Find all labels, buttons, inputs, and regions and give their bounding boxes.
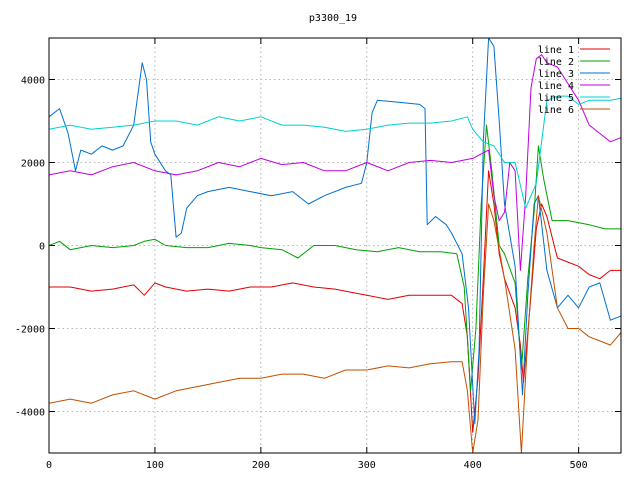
grid-lines bbox=[49, 38, 621, 453]
y-tick-label: -4000 bbox=[15, 408, 45, 419]
series-line-5 bbox=[49, 95, 621, 209]
series-line-4 bbox=[49, 54, 621, 271]
y-tick-label: -2000 bbox=[15, 325, 45, 336]
y-tick-label: 2000 bbox=[21, 159, 45, 170]
legend-label-1: line 1 bbox=[538, 45, 574, 56]
legend-label-2: line 2 bbox=[538, 57, 574, 68]
series-line-6 bbox=[49, 195, 621, 453]
x-tick-label: 500 bbox=[570, 460, 588, 471]
series-lines bbox=[49, 38, 621, 453]
x-tick-label: 400 bbox=[464, 460, 482, 471]
x-tick-label: 200 bbox=[252, 460, 270, 471]
legend-label-4: line 4 bbox=[538, 81, 574, 92]
axis-ticks: 0 100 200 300 400 500 -4000 -2000 0 2000 4000 bbox=[15, 38, 621, 471]
x-tick-label: 0 bbox=[46, 460, 52, 471]
y-tick-label: 0 bbox=[39, 242, 45, 253]
y-tick-label: 4000 bbox=[21, 76, 45, 87]
x-tick-label: 300 bbox=[358, 460, 376, 471]
series-line-3 bbox=[49, 38, 621, 425]
legend-label-3: line 3 bbox=[538, 69, 574, 80]
chart-title: p3300_19 bbox=[309, 13, 357, 24]
plot-frame bbox=[48, 37, 622, 454]
series-line-1 bbox=[49, 170, 621, 433]
legend-label-6: line 6 bbox=[538, 105, 574, 116]
x-tick-label: 100 bbox=[146, 460, 164, 471]
series-line-2 bbox=[49, 124, 621, 392]
legend-label-5: line 5 bbox=[538, 93, 574, 104]
